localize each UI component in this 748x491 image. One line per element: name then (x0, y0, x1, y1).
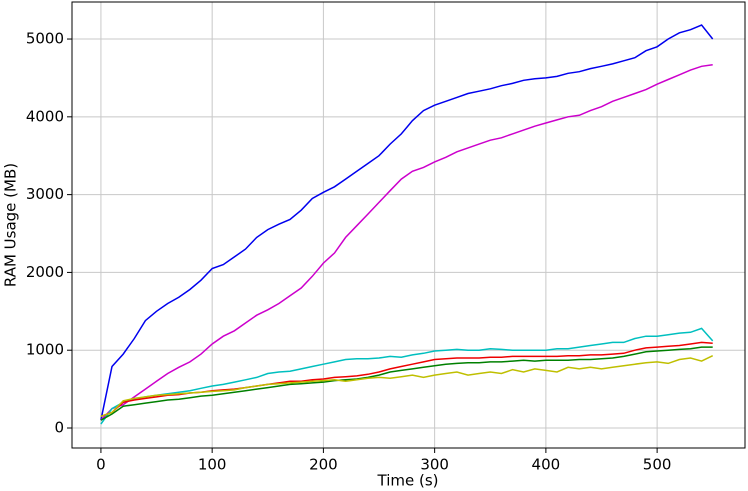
line-series (100, 355, 714, 418)
line-series (100, 327, 714, 425)
line-series (100, 341, 713, 418)
x-tick-label: 100 (198, 456, 227, 474)
y-tick-label: 0 (54, 419, 64, 437)
x-tick-label: 400 (532, 456, 561, 474)
y-tick-label: 2000 (26, 263, 64, 281)
x-tick-label: 300 (420, 456, 449, 474)
line-series (100, 346, 713, 421)
y-tick-label: 5000 (26, 30, 64, 48)
x-tick-label: 500 (643, 456, 672, 474)
line-series (100, 63, 713, 421)
y-tick-label: 1000 (26, 341, 64, 359)
y-tick-label: 4000 (26, 107, 64, 125)
x-tick-label: 200 (309, 456, 338, 474)
x-axis-label: Time (s) (377, 472, 439, 490)
y-tick-label: 3000 (26, 185, 64, 203)
x-tick-label: 0 (96, 456, 106, 474)
line-series (100, 24, 714, 421)
y-axis-label: RAM Usage (MB) (2, 163, 20, 287)
plot-frame (71, 1, 746, 449)
